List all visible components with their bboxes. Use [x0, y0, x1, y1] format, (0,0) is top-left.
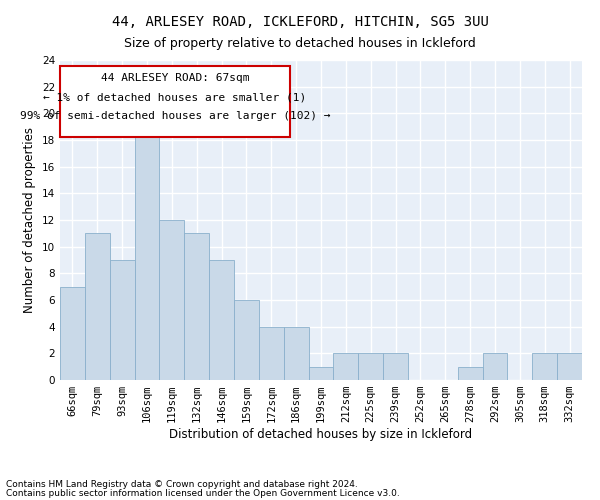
- Bar: [259, 326, 284, 380]
- Bar: [358, 354, 383, 380]
- Bar: [284, 326, 308, 380]
- Bar: [110, 260, 134, 380]
- Text: 99% of semi-detached houses are larger (102) →: 99% of semi-detached houses are larger (…: [20, 111, 330, 121]
- Bar: [383, 354, 408, 380]
- Text: 44, ARLESEY ROAD, ICKLEFORD, HITCHIN, SG5 3UU: 44, ARLESEY ROAD, ICKLEFORD, HITCHIN, SG…: [112, 15, 488, 29]
- Text: Size of property relative to detached houses in Ickleford: Size of property relative to detached ho…: [124, 38, 476, 51]
- Bar: [532, 354, 557, 380]
- Bar: [482, 354, 508, 380]
- Bar: [60, 286, 85, 380]
- Text: Contains HM Land Registry data © Crown copyright and database right 2024.: Contains HM Land Registry data © Crown c…: [6, 480, 358, 489]
- Bar: [160, 220, 184, 380]
- Text: Contains public sector information licensed under the Open Government Licence v3: Contains public sector information licen…: [6, 489, 400, 498]
- Bar: [458, 366, 482, 380]
- Bar: [85, 234, 110, 380]
- Bar: [209, 260, 234, 380]
- Bar: [134, 126, 160, 380]
- Bar: [334, 354, 358, 380]
- Bar: [557, 354, 582, 380]
- X-axis label: Distribution of detached houses by size in Ickleford: Distribution of detached houses by size …: [169, 428, 473, 441]
- Text: 44 ARLESEY ROAD: 67sqm: 44 ARLESEY ROAD: 67sqm: [101, 73, 249, 83]
- Bar: [308, 366, 334, 380]
- FancyBboxPatch shape: [60, 66, 290, 137]
- Text: ← 1% of detached houses are smaller (1): ← 1% of detached houses are smaller (1): [43, 92, 307, 102]
- Bar: [234, 300, 259, 380]
- Bar: [184, 234, 209, 380]
- Y-axis label: Number of detached properties: Number of detached properties: [23, 127, 37, 313]
